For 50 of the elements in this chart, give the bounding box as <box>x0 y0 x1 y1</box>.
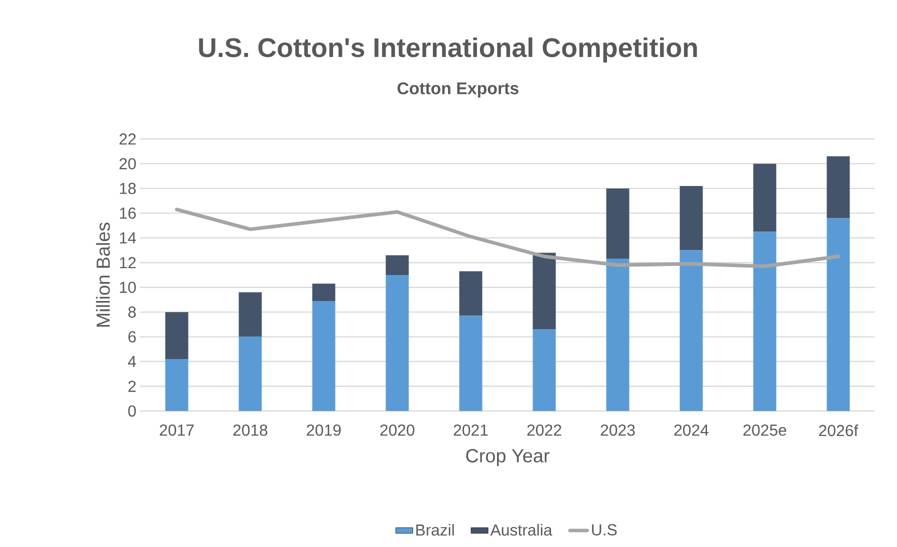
bar <box>165 359 188 411</box>
bar <box>606 258 630 411</box>
x-tick-label: 2018 <box>233 424 268 436</box>
x-tick-label: 2025e <box>743 424 786 436</box>
y-axis-title: Million Bales <box>96 222 110 327</box>
y-tick-label: 20 <box>120 158 136 170</box>
legend-label: U.S <box>592 524 617 536</box>
bar <box>312 300 336 411</box>
y-tick-label: 22 <box>120 133 136 145</box>
bar <box>532 252 556 330</box>
bar <box>312 284 336 301</box>
x-tick-label: 2020 <box>380 424 414 436</box>
x-axis-title: Crop Year <box>466 449 550 466</box>
line-series <box>174 208 840 268</box>
legend-label: Australia <box>490 524 552 536</box>
y-tick-label: 8 <box>128 306 136 318</box>
x-tick-label: 2026f <box>819 424 858 436</box>
x-tick-label: 2023 <box>600 424 635 436</box>
bar <box>753 164 776 232</box>
chart-title: U.S. Cotton's International Competition <box>199 37 697 63</box>
bar <box>238 336 262 411</box>
bar <box>826 218 850 411</box>
bar <box>826 156 850 218</box>
x-tick-label: 2022 <box>527 424 562 436</box>
bar <box>386 255 409 275</box>
y-tick-label: 18 <box>120 182 136 194</box>
bar <box>680 186 703 250</box>
y-tick-label: 6 <box>128 331 136 342</box>
y-tick-label: 10 <box>120 282 136 293</box>
bar <box>680 250 703 411</box>
y-tick-label: 12 <box>120 257 136 268</box>
x-tick-label: 2024 <box>674 424 709 436</box>
x-tick-label: 2021 <box>454 424 488 436</box>
bar <box>386 274 409 411</box>
bar <box>753 232 776 411</box>
chart-subtitle: Cotton Exports <box>398 82 518 98</box>
y-tick-label: 2 <box>128 380 136 392</box>
legend-label: Brazil <box>416 524 454 536</box>
bar <box>606 188 630 259</box>
bar <box>165 312 188 360</box>
y-tick-label: 0 <box>128 405 136 417</box>
x-tick-label: 2019 <box>306 424 341 436</box>
y-tick-label: 14 <box>120 232 136 244</box>
bar <box>238 292 262 337</box>
bar <box>459 271 482 316</box>
bar <box>532 329 556 411</box>
y-tick-label: 16 <box>120 208 136 219</box>
x-tick-label: 2017 <box>160 424 194 436</box>
y-tick-label: 4 <box>128 356 136 368</box>
bar <box>459 316 482 411</box>
